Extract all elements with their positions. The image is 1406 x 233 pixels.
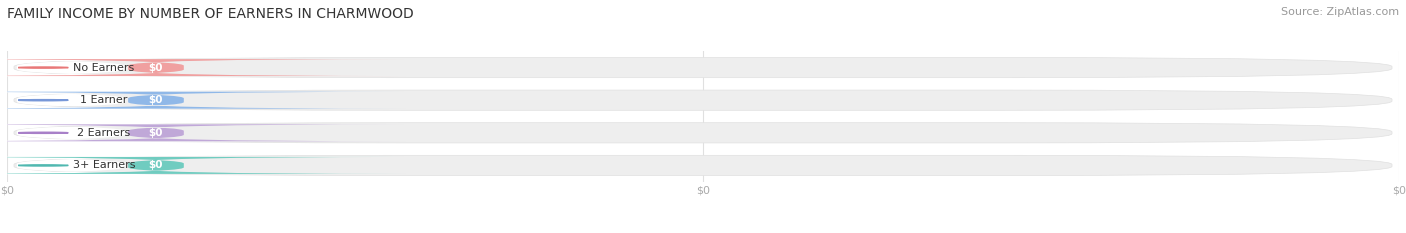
Text: 3+ Earners: 3+ Earners: [73, 161, 135, 170]
Circle shape: [18, 132, 69, 134]
FancyBboxPatch shape: [0, 91, 323, 109]
Text: 1 Earner: 1 Earner: [80, 95, 128, 105]
FancyBboxPatch shape: [0, 59, 406, 76]
Text: FAMILY INCOME BY NUMBER OF EARNERS IN CHARMWOOD: FAMILY INCOME BY NUMBER OF EARNERS IN CH…: [7, 7, 413, 21]
Text: $0: $0: [149, 161, 163, 170]
FancyBboxPatch shape: [14, 58, 1392, 78]
FancyBboxPatch shape: [14, 123, 1392, 143]
Text: $0: $0: [149, 95, 163, 105]
FancyBboxPatch shape: [0, 157, 406, 174]
FancyBboxPatch shape: [0, 92, 406, 109]
Text: $0: $0: [149, 128, 163, 138]
Text: Source: ZipAtlas.com: Source: ZipAtlas.com: [1281, 7, 1399, 17]
Circle shape: [18, 67, 69, 68]
Text: $0: $0: [149, 63, 163, 72]
FancyBboxPatch shape: [0, 157, 323, 174]
FancyBboxPatch shape: [0, 59, 323, 76]
FancyBboxPatch shape: [0, 124, 323, 142]
Circle shape: [18, 99, 69, 101]
FancyBboxPatch shape: [0, 124, 406, 141]
FancyBboxPatch shape: [14, 155, 1392, 175]
Text: 2 Earners: 2 Earners: [77, 128, 131, 138]
FancyBboxPatch shape: [14, 90, 1392, 110]
Text: No Earners: No Earners: [73, 63, 135, 72]
Circle shape: [18, 165, 69, 166]
